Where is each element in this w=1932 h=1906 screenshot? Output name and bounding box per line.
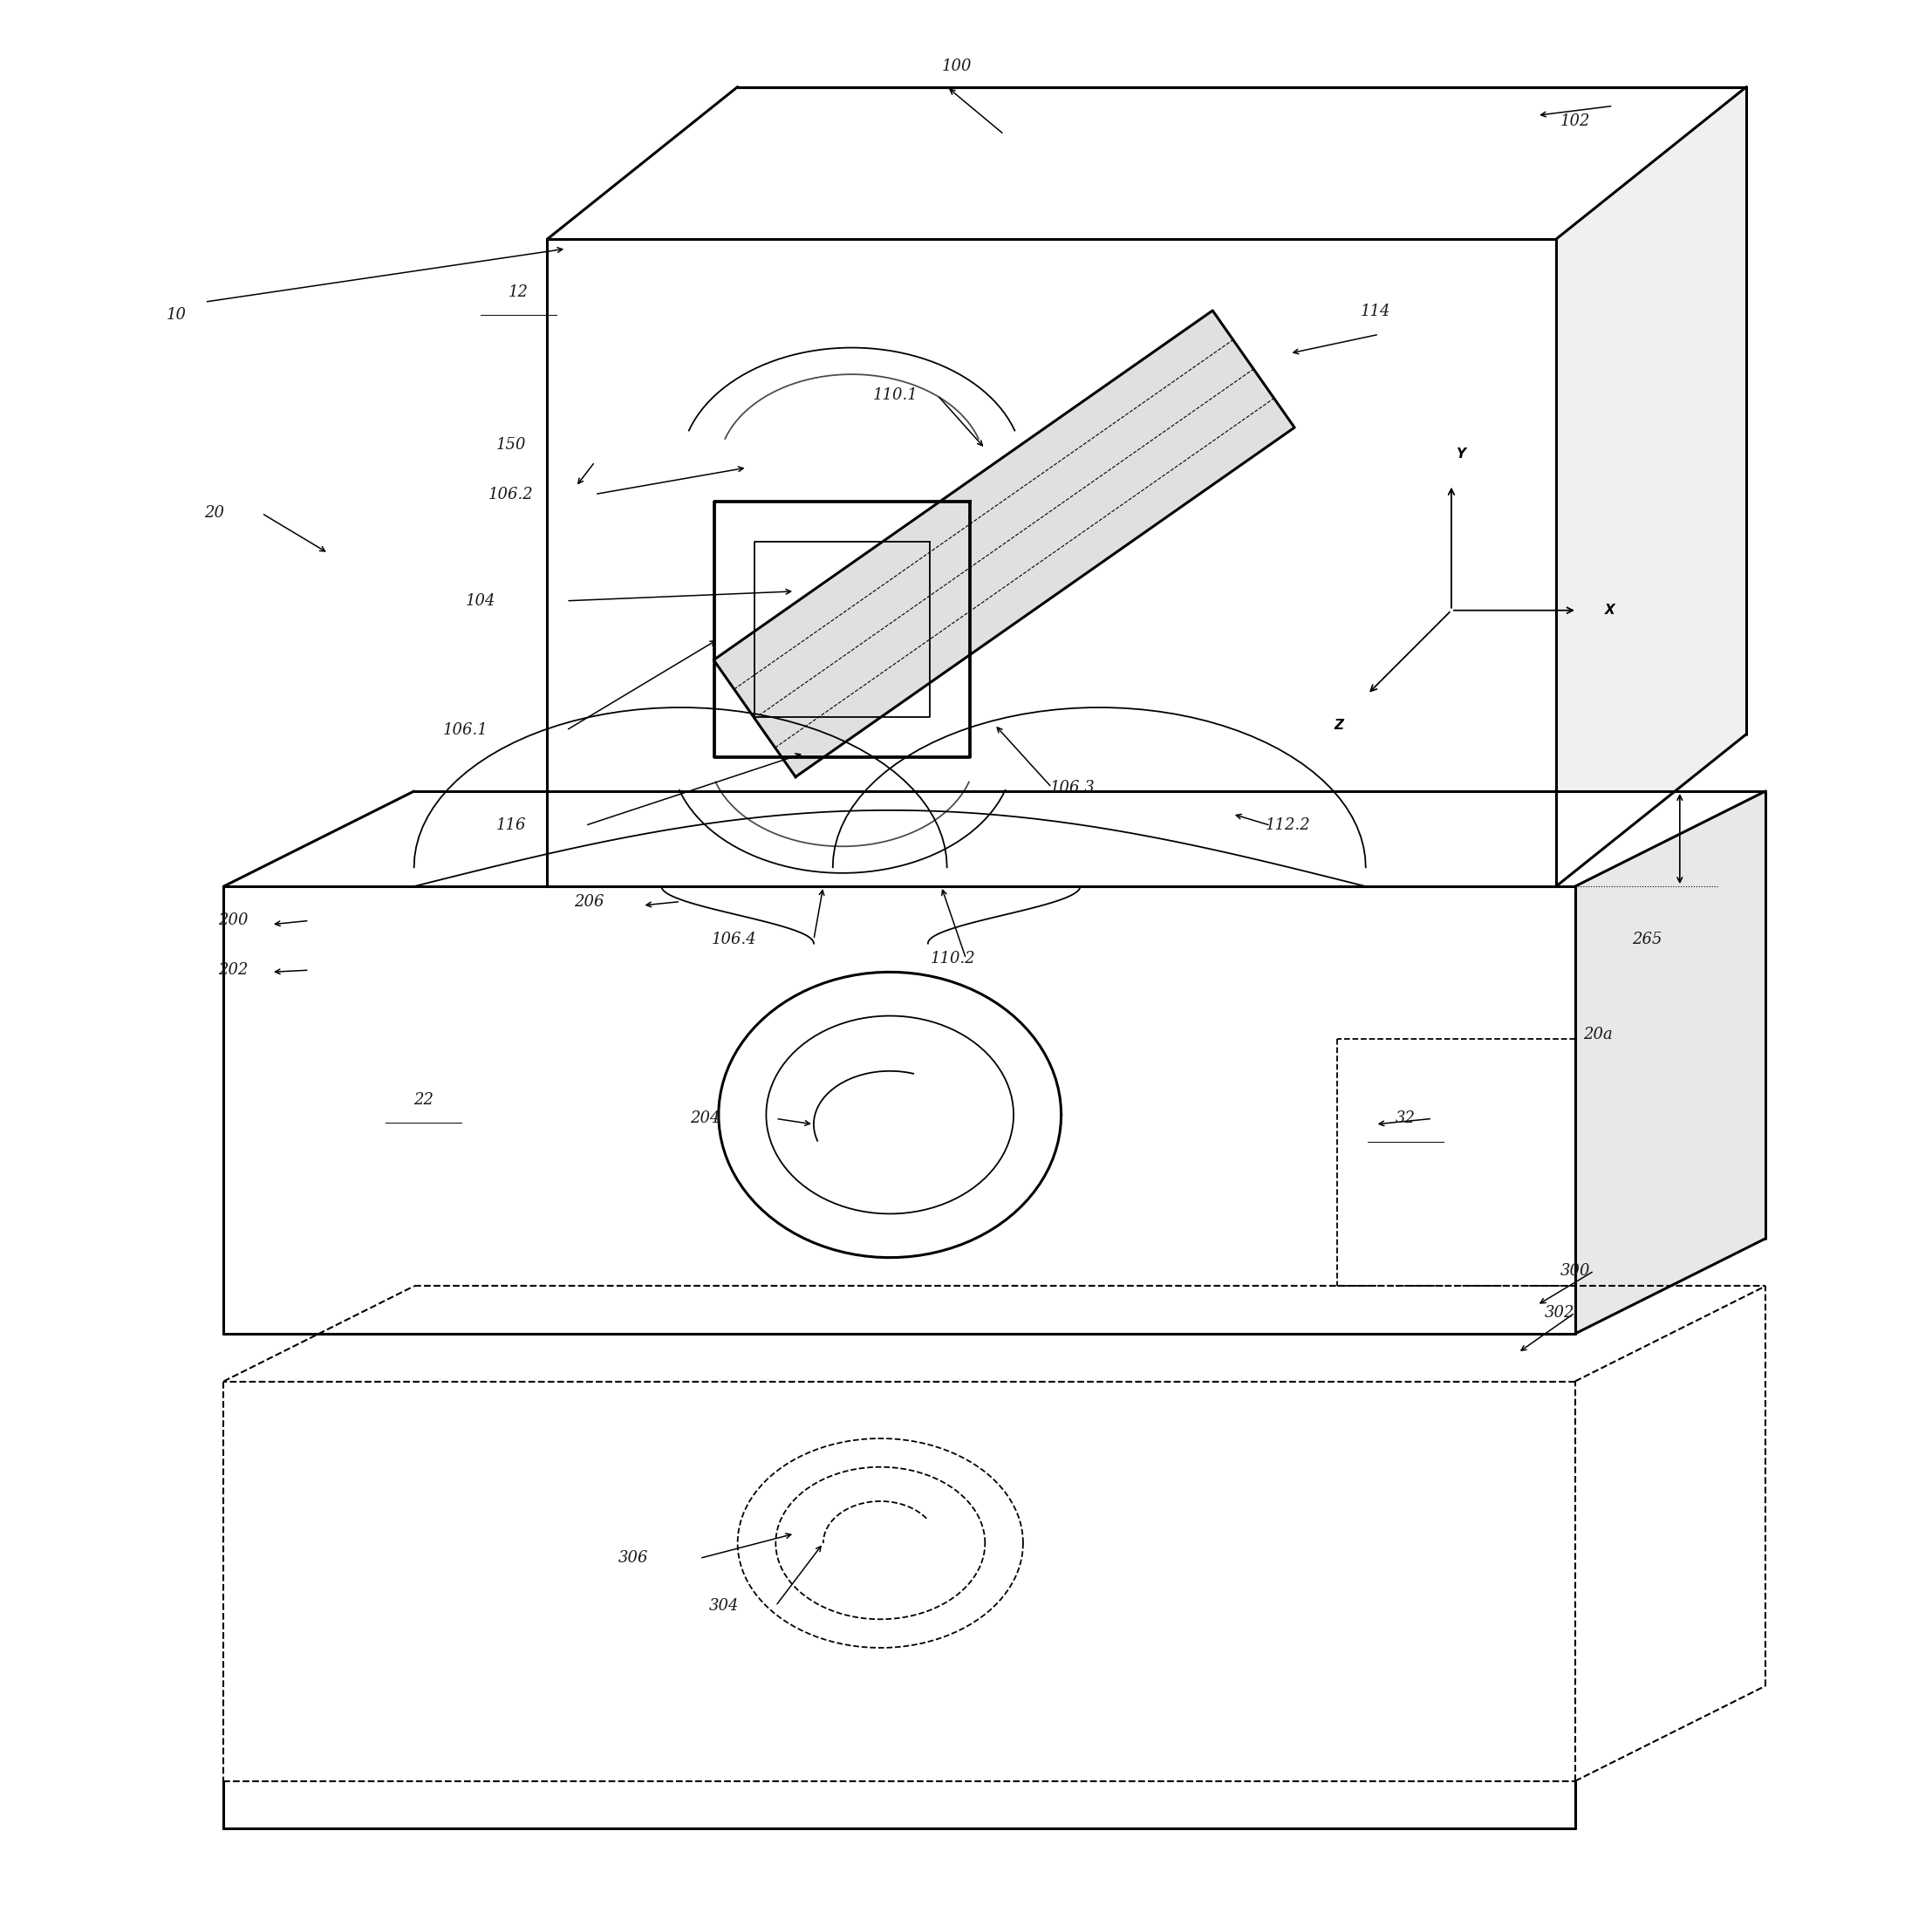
Text: 106.2: 106.2 — [489, 486, 533, 501]
Polygon shape — [713, 311, 1294, 778]
Text: 106.4: 106.4 — [711, 932, 755, 947]
Text: 102: 102 — [1559, 112, 1590, 130]
Polygon shape — [1555, 88, 1747, 886]
Text: 200: 200 — [218, 913, 247, 928]
Text: 106.3: 106.3 — [1049, 780, 1095, 795]
Text: 206: 206 — [574, 894, 605, 909]
Text: 104: 104 — [466, 593, 497, 608]
Text: 112.2: 112.2 — [1265, 818, 1310, 833]
Text: Z: Z — [1333, 719, 1343, 732]
Text: 116: 116 — [497, 818, 526, 833]
Text: 304: 304 — [709, 1597, 740, 1614]
Text: 204: 204 — [690, 1111, 721, 1126]
Polygon shape — [547, 88, 1747, 238]
Text: 300: 300 — [1559, 1264, 1590, 1279]
Polygon shape — [224, 791, 1766, 886]
Text: 110.2: 110.2 — [929, 951, 976, 966]
Text: 302: 302 — [1546, 1306, 1575, 1321]
Polygon shape — [1575, 791, 1766, 1334]
Text: 110.1: 110.1 — [873, 387, 918, 402]
Text: 10: 10 — [166, 307, 185, 324]
Text: 20: 20 — [205, 505, 224, 520]
Text: 32: 32 — [1395, 1111, 1416, 1126]
Text: Y: Y — [1457, 448, 1466, 461]
Text: 106.1: 106.1 — [442, 722, 489, 738]
Text: X: X — [1604, 604, 1615, 618]
Text: 114: 114 — [1360, 303, 1391, 320]
Text: 12: 12 — [508, 284, 529, 301]
Text: 22: 22 — [413, 1092, 433, 1107]
Text: 150: 150 — [497, 436, 526, 452]
Text: 265: 265 — [1633, 932, 1662, 947]
Text: 306: 306 — [618, 1550, 647, 1567]
Text: 20a: 20a — [1582, 1027, 1613, 1043]
Text: 202: 202 — [218, 963, 247, 978]
Text: 100: 100 — [941, 57, 972, 74]
